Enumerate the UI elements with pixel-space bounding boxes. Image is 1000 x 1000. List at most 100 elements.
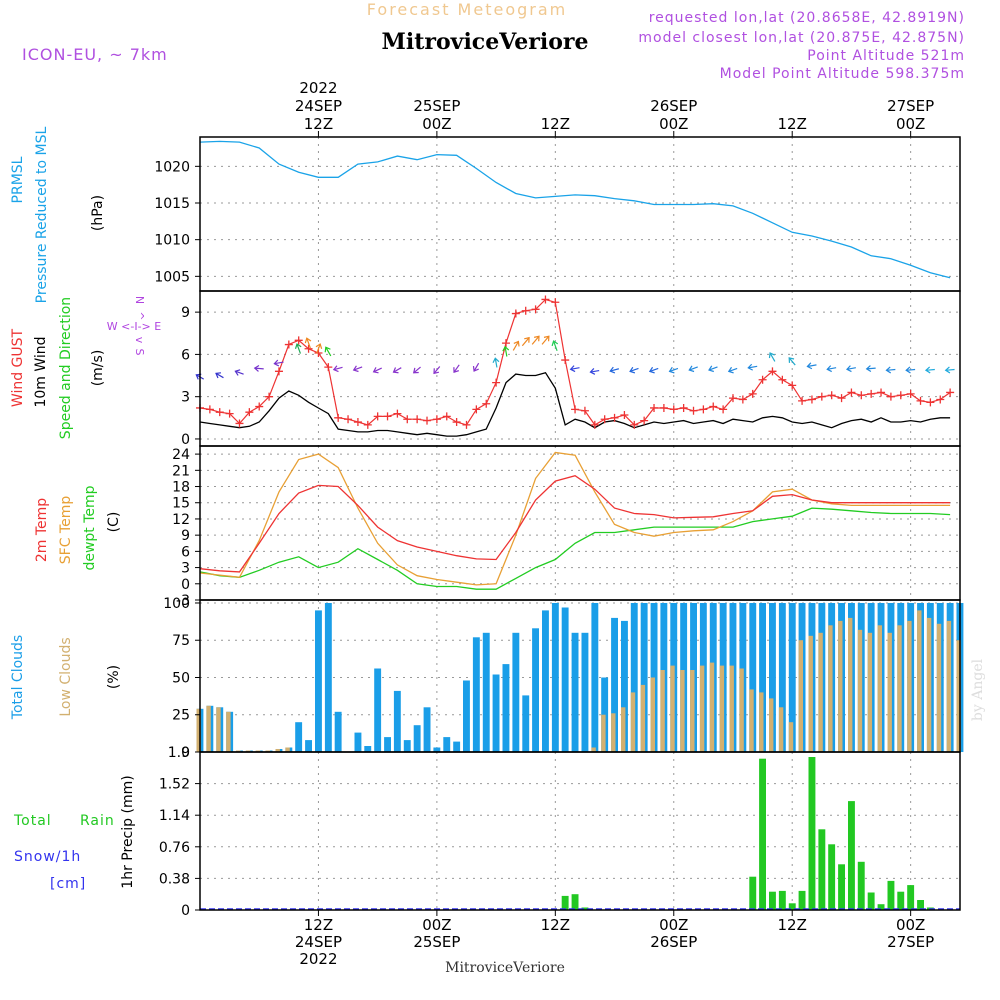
precip-bar xyxy=(838,864,845,910)
total-clouds-bar xyxy=(374,668,382,752)
arrow-shaft xyxy=(925,368,935,371)
arrow-head xyxy=(215,372,222,379)
wind-direction-arrow xyxy=(569,365,580,373)
gust-marker xyxy=(353,418,362,427)
gust-marker xyxy=(877,388,886,397)
low-clouds-bar xyxy=(788,722,794,752)
sfc-temp-line xyxy=(199,451,951,586)
wind-direction-arrow xyxy=(551,340,559,351)
arrow-shaft xyxy=(610,368,620,372)
wind-direction-arrow xyxy=(372,367,382,374)
gust-marker xyxy=(719,405,728,414)
top-time-label: 12Z xyxy=(304,115,333,133)
total-clouds-bar xyxy=(492,674,500,752)
wind-direction-label: Speed and Direction xyxy=(58,297,74,439)
total-clouds-bar xyxy=(542,610,549,752)
bottom-time-label: 12Z xyxy=(541,916,570,934)
model-altitude: Model Point Altitude 598.375m xyxy=(720,66,965,82)
gust-marker xyxy=(728,394,737,403)
bottom-time-label: 00Z xyxy=(422,916,451,934)
sfc-temp-label: SFC Temp xyxy=(58,496,74,565)
gust-marker xyxy=(817,392,826,401)
pressure-y-tick-label: 1015 xyxy=(154,196,190,212)
arrow-head xyxy=(253,364,260,372)
low-clouds-bar xyxy=(926,617,932,752)
low-clouds-bar xyxy=(630,692,636,752)
top-time-label: 00Z xyxy=(896,115,925,133)
temperature-y-tick-label: 18 xyxy=(172,480,190,496)
low-clouds-bar xyxy=(275,749,280,752)
low-clouds-bar xyxy=(621,707,626,752)
arrow-head xyxy=(453,367,459,374)
arrow-shaft xyxy=(689,366,698,371)
wind-direction-arrow xyxy=(668,366,679,374)
low-clouds-label: Low Clouds xyxy=(58,637,74,716)
gust-marker xyxy=(758,375,767,384)
precip-bar xyxy=(749,876,757,910)
total-clouds-bar xyxy=(788,603,796,752)
gust-marker xyxy=(867,389,876,398)
precip-y-tick-label: 1.9 xyxy=(168,745,190,761)
total-clouds-bar xyxy=(324,603,332,752)
wind-direction-arrow xyxy=(885,366,896,374)
arrow-shaft xyxy=(512,341,519,351)
wind-direction-arrow xyxy=(708,365,718,373)
wind-direction-arrow xyxy=(304,337,312,349)
gust-marker xyxy=(738,395,747,404)
gust-marker xyxy=(363,420,372,429)
gust-marker xyxy=(650,403,659,412)
gust-marker xyxy=(689,406,698,415)
clouds-y-tick-label: 75 xyxy=(172,633,190,649)
arrow-head xyxy=(433,368,440,375)
low-clouds-bar xyxy=(729,665,734,752)
wind-direction-arrow xyxy=(531,335,540,345)
arrow-shaft xyxy=(306,338,311,349)
total-clouds-bar xyxy=(453,741,461,752)
arrow-head xyxy=(372,367,379,374)
precip-bar xyxy=(581,907,589,910)
watermark: by Angel xyxy=(970,658,986,721)
pressure-y-tick-label: 1010 xyxy=(154,233,190,249)
low-clouds-bar xyxy=(769,698,774,752)
low-clouds-bar xyxy=(640,684,646,752)
precip-bar xyxy=(788,903,796,910)
top-time-label: 24SEP xyxy=(295,97,342,115)
gust-marker xyxy=(551,298,560,307)
gust-marker xyxy=(501,339,510,348)
arrow-head xyxy=(472,365,479,372)
arrow-shaft xyxy=(945,368,955,371)
wind-direction-arrow xyxy=(865,365,876,373)
wind-y-tick-label: 3 xyxy=(181,390,190,406)
gust-marker xyxy=(768,367,777,376)
gust-marker xyxy=(916,396,925,405)
arrow-head xyxy=(865,365,872,373)
wind-direction-arrow xyxy=(234,369,244,376)
top-time-label: 00Z xyxy=(659,115,688,133)
gust-marker xyxy=(393,409,402,418)
total-clouds-bar xyxy=(364,746,372,752)
arrow-head xyxy=(905,366,911,374)
snow-label: Snow/1h xyxy=(14,849,81,865)
gust-marker xyxy=(442,412,451,421)
snow-unit: [cm] xyxy=(50,876,86,892)
arrow-head xyxy=(513,340,520,347)
pressure-label-short: PRMSL xyxy=(10,156,26,203)
low-clouds-bar xyxy=(591,747,596,752)
low-clouds-bar xyxy=(818,632,823,752)
total-clouds-bar xyxy=(512,632,520,752)
precip-y-tick-label: 1.52 xyxy=(159,777,190,793)
total-clouds-bar xyxy=(561,607,569,752)
gust-marker xyxy=(561,356,570,365)
precip-bar xyxy=(897,891,905,910)
arrow-head xyxy=(551,340,559,347)
total-clouds-bar xyxy=(532,628,539,752)
wind-direction-arrow xyxy=(433,366,441,375)
total-clouds-bar xyxy=(393,690,401,752)
low-clouds-bar xyxy=(857,629,863,752)
low-clouds-bar xyxy=(907,620,912,752)
wind-direction-arrow xyxy=(502,345,510,357)
wind-direction-arrow xyxy=(826,365,837,373)
gust-marker xyxy=(403,415,412,424)
arrow-head xyxy=(392,367,399,374)
